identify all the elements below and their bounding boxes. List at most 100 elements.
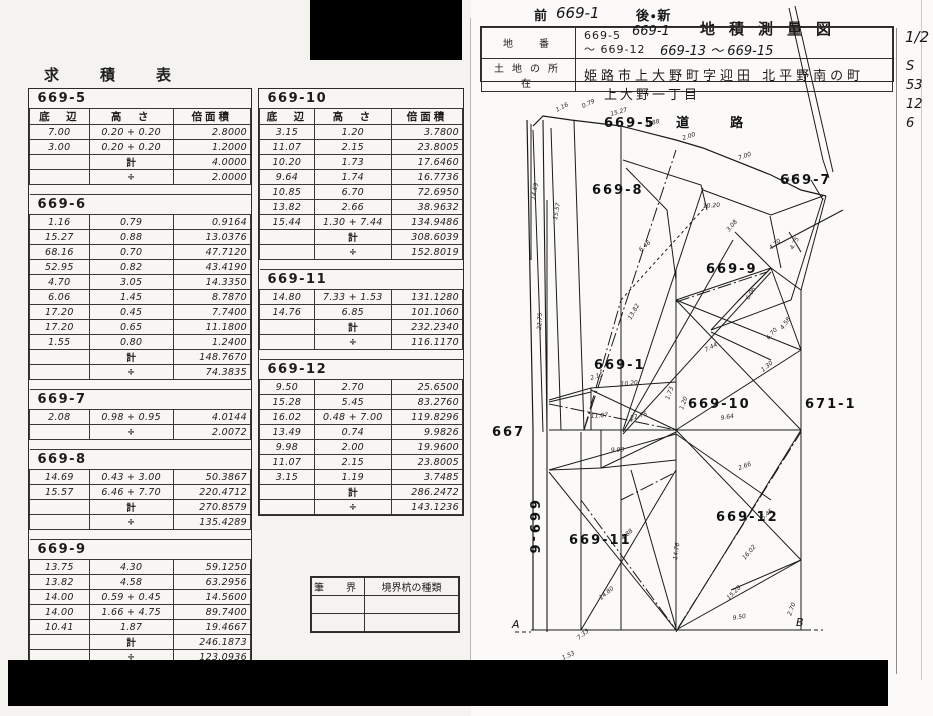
height-value: 0.59 + 0.45 — [88, 589, 174, 605]
height-value: 0.43 + 3.00 — [88, 469, 174, 485]
svg-text:11.07: 11.07 — [591, 412, 609, 420]
height-value: 4.58 — [88, 574, 174, 590]
base-value: 14.80 — [259, 289, 315, 305]
double-area-value: 89.7400 — [172, 604, 252, 620]
height-value: 0.82 — [88, 259, 174, 275]
total-value: 4.0000 — [172, 154, 252, 170]
half-blank — [29, 514, 90, 530]
base-value: 14.00 — [29, 604, 90, 620]
double-area-value: 83.2760 — [390, 394, 464, 410]
area-value: 143.1236 — [390, 499, 464, 515]
lot-number-line2: ～ 669-12 — [584, 42, 646, 56]
height-value: 1.19 — [313, 469, 392, 485]
svg-text:3.08: 3.08 — [725, 218, 739, 233]
total-value: 286.2472 — [390, 484, 464, 500]
svg-text:14.69: 14.69 — [530, 182, 540, 200]
base-value: 17.20 — [29, 304, 90, 320]
annotation-new-lot: 669-1 — [632, 24, 670, 39]
date-part: 12 — [906, 96, 923, 112]
location-value: 姫路市上大野町字迎田 北平野南の町 — [575, 57, 893, 92]
height-value: 0.65 — [88, 319, 174, 335]
height-value: 0.48 + 7.00 — [313, 409, 392, 425]
lot-heading-row: 669-9 — [29, 539, 251, 560]
height-value: 1.74 — [313, 169, 392, 185]
base-value: 68.16 — [29, 244, 90, 260]
table-row: 15.57 6.46 + 7.70 220.4712 — [29, 484, 252, 500]
base-value: 11.07 — [259, 454, 315, 470]
redaction-band-bottom — [8, 660, 888, 706]
lot-heading-row: 669-7 — [29, 389, 251, 410]
double-area-value: 3.7485 — [390, 469, 464, 485]
page-right-edge — [921, 0, 922, 680]
parcel-label-671-1: 671-1 — [805, 397, 857, 412]
legend-cell — [311, 613, 365, 632]
half-label: ÷ — [313, 499, 392, 515]
table-header-row: 底 辺高 さ倍面積 — [29, 108, 252, 125]
sheet-number: 1/2 — [905, 28, 930, 46]
total-blank — [259, 319, 315, 335]
half-blank — [29, 364, 90, 380]
svg-text:15.57: 15.57 — [552, 202, 562, 220]
double-area-value: 19.9600 — [390, 439, 464, 455]
base-value: 7.00 — [29, 124, 90, 140]
total-row: 計 232.2340 — [259, 319, 464, 335]
base-value: 14.76 — [259, 304, 315, 320]
table-row: 2.08 0.98 + 0.95 4.0144 — [29, 409, 252, 425]
half-label: ÷ — [88, 424, 174, 440]
total-label: 計 — [88, 349, 174, 365]
table-row: 1.55 0.80 1.2400 — [29, 334, 252, 350]
lot-number: 669-10 — [259, 89, 463, 109]
base-value: 13.82 — [29, 574, 90, 590]
column-header: 高 さ — [313, 108, 392, 125]
svg-text:15.28: 15.28 — [725, 584, 742, 601]
svg-text:0.88: 0.88 — [646, 118, 661, 128]
total-value: 232.2340 — [390, 319, 464, 335]
area-value: 2.0072 — [172, 424, 252, 440]
height-value: 6.46 + 7.70 — [88, 484, 174, 500]
table-row: 14.76 6.85 101.1060 — [259, 304, 464, 320]
table-row: 6.06 1.45 8.7870 — [29, 289, 252, 305]
table-header-row: 底 辺高 さ倍面積 — [259, 108, 464, 125]
lot-number: 669-6 — [29, 194, 251, 215]
area-value: 135.4289 — [172, 514, 252, 530]
parcel-label-669-1: 669-1 — [594, 358, 646, 373]
double-area-value: 59.1250 — [172, 559, 252, 575]
table-gap — [29, 529, 251, 540]
height-value: 3.05 — [88, 274, 174, 290]
annotation-after-label: 後・新 — [636, 9, 673, 24]
svg-text:1.73: 1.73 — [664, 386, 675, 401]
total-label: 計 — [88, 634, 174, 650]
annotation-before-label: 前 — [534, 9, 549, 24]
lot-number-label: 地 番 — [481, 27, 576, 59]
table-row: 13.82 2.66 38.9632 — [259, 199, 464, 215]
map-point-b: B — [796, 616, 804, 629]
svg-text:22.75: 22.75 — [630, 410, 649, 422]
parcel-label-669-5: 669-5 道 路 — [604, 116, 758, 131]
svg-text:9.50: 9.50 — [732, 613, 747, 622]
double-area-value: 13.0376 — [172, 229, 252, 245]
half-blank — [259, 334, 315, 350]
svg-text:6.46: 6.46 — [638, 239, 653, 253]
lot-number: 669-5 — [29, 89, 251, 109]
total-value: 270.8579 — [172, 499, 252, 515]
table-row: 11.07 2.15 23.8005 — [259, 454, 464, 470]
base-value: 3.15 — [259, 124, 315, 140]
height-value: 0.45 — [88, 304, 174, 320]
base-value: 17.20 — [29, 319, 90, 335]
double-area-value: 1.2400 — [172, 334, 252, 350]
table-row: 14.00 1.66 + 4.75 89.7400 — [29, 604, 252, 620]
svg-text:7.00: 7.00 — [737, 151, 752, 162]
page-title: 求 積 表 — [44, 66, 185, 84]
svg-text:10.20: 10.20 — [703, 202, 721, 210]
column-header: 高 さ — [88, 108, 174, 125]
parcel-label-669-10: 669-10 — [688, 397, 751, 412]
total-row: 計 308.6039 — [259, 229, 464, 245]
height-value: 2.15 — [313, 139, 392, 155]
total-blank — [259, 229, 315, 245]
table-row: 9.64 1.74 16.7736 — [259, 169, 464, 185]
table-row: 9.98 2.00 19.9600 — [259, 439, 464, 455]
map-frame-right-edge — [896, 28, 897, 674]
height-value: 2.66 — [313, 199, 392, 215]
total-value: 246.1873 — [172, 634, 252, 650]
table-row: 10.85 6.70 72.6950 — [259, 184, 464, 200]
